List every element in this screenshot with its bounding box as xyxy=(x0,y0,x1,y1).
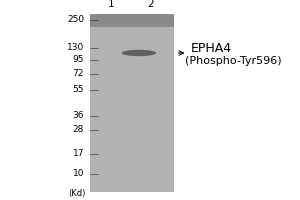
Text: 72: 72 xyxy=(73,70,84,78)
Text: (Phospho-Tyr596): (Phospho-Tyr596) xyxy=(184,56,281,66)
Text: EPHA4: EPHA4 xyxy=(190,43,232,55)
Text: 2: 2 xyxy=(147,0,154,9)
Text: 17: 17 xyxy=(73,150,84,158)
Bar xyxy=(90,14,174,27)
Text: 55: 55 xyxy=(73,85,84,94)
Text: 36: 36 xyxy=(73,111,84,120)
Text: (Kd): (Kd) xyxy=(68,189,86,198)
Text: 10: 10 xyxy=(73,170,84,178)
Text: 95: 95 xyxy=(73,55,84,64)
Text: 28: 28 xyxy=(73,126,84,134)
Bar xyxy=(90,14,174,192)
Text: 130: 130 xyxy=(67,44,84,52)
Ellipse shape xyxy=(122,50,156,56)
Text: 250: 250 xyxy=(67,16,84,24)
Text: 1: 1 xyxy=(108,0,114,9)
